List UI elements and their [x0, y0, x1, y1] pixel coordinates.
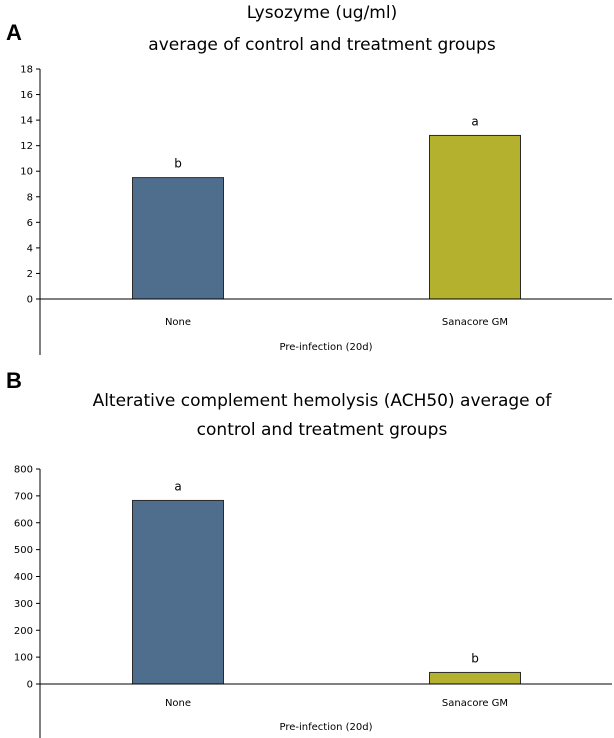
- panel-a-title-line-1: Lysozyme (ug/ml): [247, 3, 397, 23]
- panel-a-x-axis-label: Pre-infection (20d): [279, 342, 372, 353]
- panel-b-significance-label: b: [471, 651, 479, 665]
- panel-b-y-axis-ticks: 0 100 200 300 400 500 600 700 800: [14, 465, 40, 691]
- panel-b-y-tick-label: 700: [14, 491, 33, 502]
- panel-b-y-tick-label: 800: [14, 465, 33, 476]
- panel-a-y-tick-label: 10: [20, 167, 33, 178]
- panel-b-significance-label: a: [174, 479, 181, 493]
- panel-a-category-sanacore: Sanacore GM: [442, 317, 508, 328]
- panel-b-y-tick-label: 200: [14, 626, 33, 637]
- panel-a-y-tick-label: 14: [20, 116, 33, 127]
- panel-b-y-tick-label: 600: [14, 518, 33, 529]
- panel-b-category-sanacore: Sanacore GM: [442, 698, 508, 709]
- panel-a-category-none: None: [165, 317, 191, 328]
- panel-b-x-axis-label: Pre-infection (20d): [279, 722, 372, 733]
- panel-a-significance-label: a: [471, 114, 478, 128]
- panel-b-y-tick-label: 300: [14, 599, 33, 610]
- panel-b: B Alterative complement hemolysis (ACH50…: [6, 368, 612, 738]
- panel-a-y-axis-ticks: 0 2 4 6 8 10 12 14 16 18: [20, 65, 40, 306]
- panel-a-y-tick-label: 4: [27, 243, 33, 254]
- panel-a-y-tick-label: 6: [27, 218, 33, 229]
- panel-b-category-none: None: [165, 698, 191, 709]
- panel-b-y-tick-label: 100: [14, 653, 33, 664]
- panel-a-y-tick-label: 2: [27, 269, 33, 280]
- panel-a-y-tick-label: 12: [20, 141, 33, 152]
- panel-a-y-tick-label: 8: [27, 192, 33, 203]
- panel-b-title-line-1: Alterative complement hemolysis (ACH50) …: [93, 391, 553, 411]
- panel-a-bar-sanacore: [429, 134, 521, 300]
- panel-b-letter: B: [6, 368, 22, 393]
- panel-a-significance-label: b: [174, 157, 182, 171]
- panel-b-y-tick-label: 0: [27, 680, 33, 691]
- panel-a-title-line-2: average of control and treatment groups: [148, 35, 496, 55]
- panel-b-bar-none: [132, 499, 224, 685]
- panel-b-bar-sanacore: [429, 671, 521, 685]
- panel-b-title-line-2: control and treatment groups: [197, 420, 448, 440]
- panel-a-bar-none: [132, 177, 224, 300]
- panel-a-letter: A: [6, 20, 22, 45]
- panel-a-bars: ba: [132, 114, 521, 300]
- panel-a-y-tick-label: 18: [20, 65, 33, 76]
- panel-a: A Lysozyme (ug/ml) average of control an…: [6, 3, 612, 355]
- panel-b-bars: ab: [132, 479, 521, 685]
- panel-a-y-tick-label: 0: [27, 295, 33, 306]
- panel-b-y-tick-label: 400: [14, 572, 33, 583]
- panel-a-y-tick-label: 16: [20, 90, 33, 101]
- panel-b-y-tick-label: 500: [14, 545, 33, 556]
